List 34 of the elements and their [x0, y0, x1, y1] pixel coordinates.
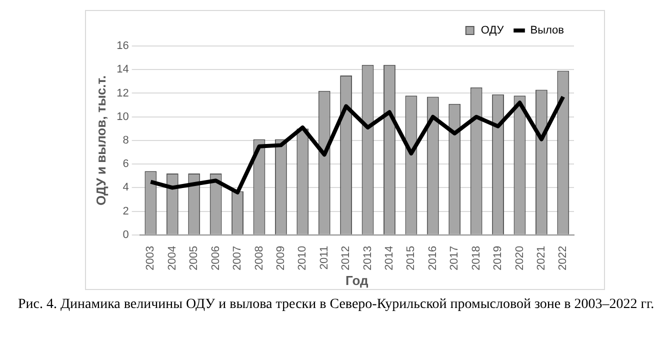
y-tick-label: 0: [122, 228, 129, 241]
y-tick-label: 8: [122, 134, 129, 146]
x-tick-label: 2015: [405, 246, 418, 270]
x-tick-label: 2009: [274, 246, 287, 270]
y-tick-label: 2: [122, 205, 129, 218]
y-tick-label: 10: [116, 110, 129, 123]
x-tick-label: 2022: [557, 246, 570, 270]
y-tick-label: 6: [122, 158, 129, 170]
y-tick-label: 12: [116, 87, 129, 100]
x-tick-label: 2004: [166, 246, 178, 270]
y-tick-label: 16: [116, 40, 129, 52]
x-tick-label: 2011: [318, 246, 330, 270]
x-tick-label: 2008: [253, 246, 266, 270]
x-tick-label: 2010: [296, 246, 309, 270]
x-tick-label: 2019: [492, 246, 504, 270]
x-tick-label: 2020: [514, 246, 526, 270]
x-tick-label: 2007: [232, 246, 244, 270]
x-tick-label: 2016: [426, 246, 439, 270]
x-tick-label: 2017: [448, 246, 461, 270]
x-tick-label: 2014: [384, 246, 396, 270]
x-tick-label: 2005: [188, 246, 200, 270]
x-tick-label: 2006: [210, 246, 222, 270]
legend-label: ОДУ: [480, 24, 505, 37]
x-tick-label: 2021: [535, 246, 548, 270]
x-tick-label: 2013: [362, 246, 374, 270]
text: Рис. 4. Динамика величины ОДУ и вылова трески в Северо-Курильской промысловой зоне в 2003–2022 гг.: [18, 296, 656, 313]
x-tick-label: 2003: [144, 246, 157, 270]
x-tick-label: 2018: [470, 246, 482, 270]
x-axis-title: Год: [346, 272, 370, 288]
x-tick-label: 2012: [340, 246, 352, 270]
y-tick-label: 4: [122, 182, 129, 194]
y-tick-label: 14: [116, 64, 129, 76]
y-axis-title: ОДУ и вылов, тыс.т.: [93, 75, 108, 206]
legend-label: Вылов: [530, 24, 564, 37]
